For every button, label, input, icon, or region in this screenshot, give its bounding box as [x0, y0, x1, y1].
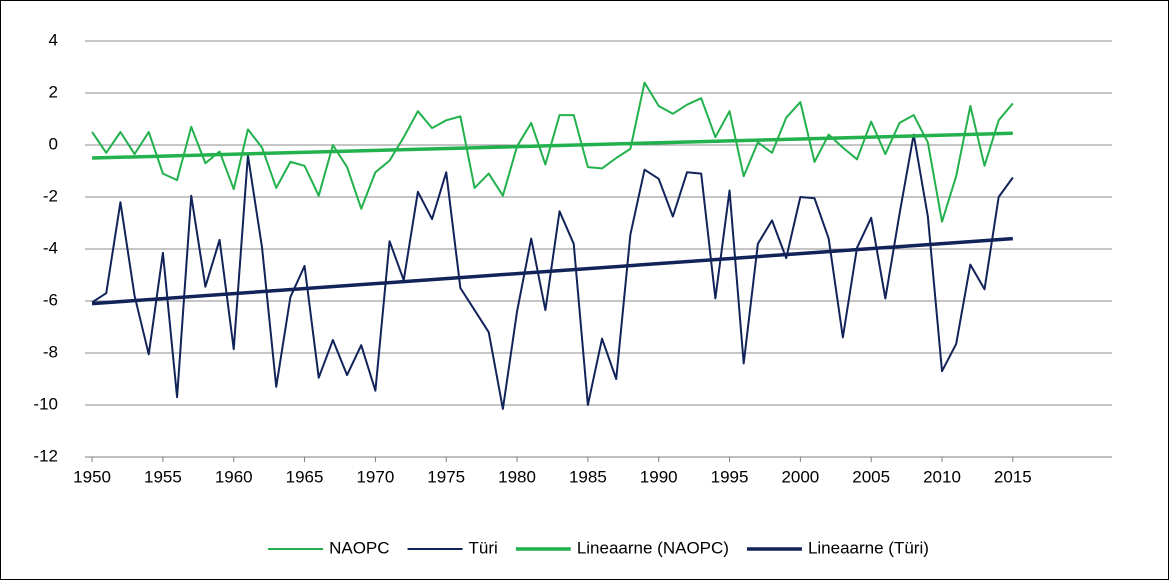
- legend-label: Türi: [469, 538, 498, 557]
- x-tick-label: 1985: [569, 467, 607, 486]
- x-tick-label: 1960: [215, 467, 253, 486]
- x-tick-label: 1980: [498, 467, 536, 486]
- y-tick-label: 2: [49, 82, 58, 101]
- x-tick-label: 1975: [427, 467, 465, 486]
- x-tick-label: 1950: [73, 467, 111, 486]
- x-tick-label: 1990: [640, 467, 678, 486]
- y-tick-label: -4: [43, 238, 58, 257]
- legend-label: Lineaarne (NAOPC): [577, 538, 729, 557]
- x-tick-label: 1965: [286, 467, 324, 486]
- y-tick-label: -2: [43, 186, 58, 205]
- x-tick-label: 1995: [711, 467, 749, 486]
- x-tick-label: 1955: [144, 467, 182, 486]
- y-tick-label: -8: [43, 342, 58, 361]
- x-tick-label: 2010: [923, 467, 961, 486]
- x-tick-label: 1970: [356, 467, 394, 486]
- x-tick-label: 2005: [852, 467, 890, 486]
- x-tick-label: 2015: [994, 467, 1032, 486]
- y-tick-label: 0: [49, 134, 58, 153]
- legend-label: Lineaarne (Türi): [808, 538, 929, 557]
- y-tick-label: -6: [43, 290, 58, 309]
- series-line: [91, 236, 1013, 306]
- series-line: [91, 81, 1014, 223]
- series-line: [91, 133, 1014, 410]
- x-tick-label: 2000: [781, 467, 819, 486]
- y-tick-label: 4: [49, 30, 58, 49]
- legend-label: NAOPC: [329, 538, 389, 557]
- y-tick-label: -10: [33, 394, 58, 413]
- series-line: [92, 131, 1013, 160]
- y-tick-label: -12: [33, 446, 58, 465]
